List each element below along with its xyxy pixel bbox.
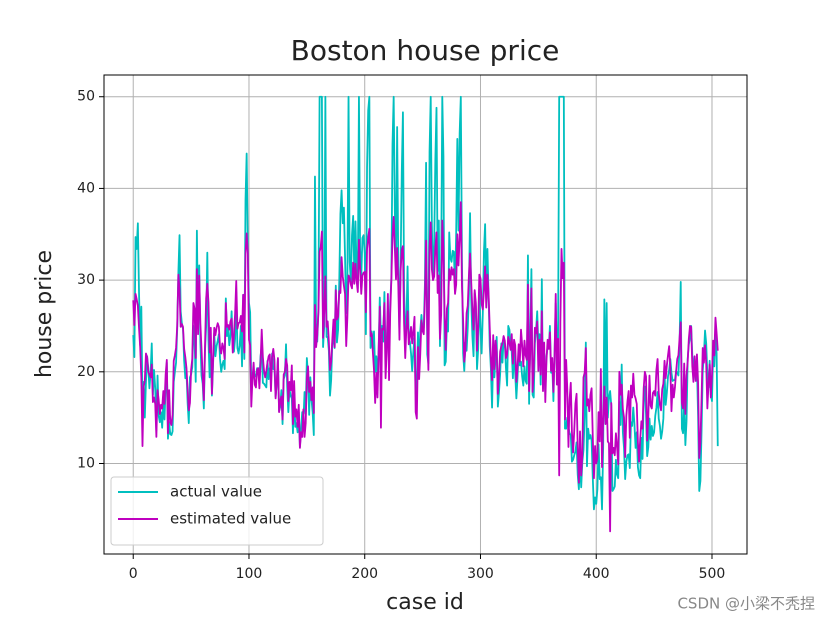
y-tick-label: 50	[77, 89, 95, 105]
x-tick-label: 100	[236, 566, 263, 582]
ticks: 0 100 200 300 400 500 10 20 30 40 50	[77, 89, 725, 582]
legend: actual value estimated value	[110, 476, 324, 546]
series-line	[132, 201, 719, 533]
y-tick-label: 30	[77, 272, 95, 288]
x-tick-label: 500	[699, 566, 726, 582]
x-tick-label: 200	[351, 566, 378, 582]
x-tick-label: 0	[129, 566, 138, 582]
legend-box	[110, 476, 324, 546]
y-tick-label: 20	[77, 364, 95, 380]
x-axis-label: case id	[386, 590, 464, 615]
chart-title: Boston house price	[291, 34, 560, 67]
y-tick-label: 10	[77, 455, 95, 471]
plot-frame	[103, 74, 748, 555]
watermark: CSDN @小梁不秃捏	[677, 595, 815, 613]
x-tick-label: 300	[467, 566, 494, 582]
legend-label: actual value	[170, 483, 262, 501]
y-tick-label: 40	[77, 180, 95, 196]
x-tick-label: 400	[583, 566, 610, 582]
series-line	[132, 95, 719, 511]
y-axis-label: house price	[32, 250, 57, 378]
lines	[132, 95, 719, 533]
legend-label: estimated value	[170, 510, 291, 528]
